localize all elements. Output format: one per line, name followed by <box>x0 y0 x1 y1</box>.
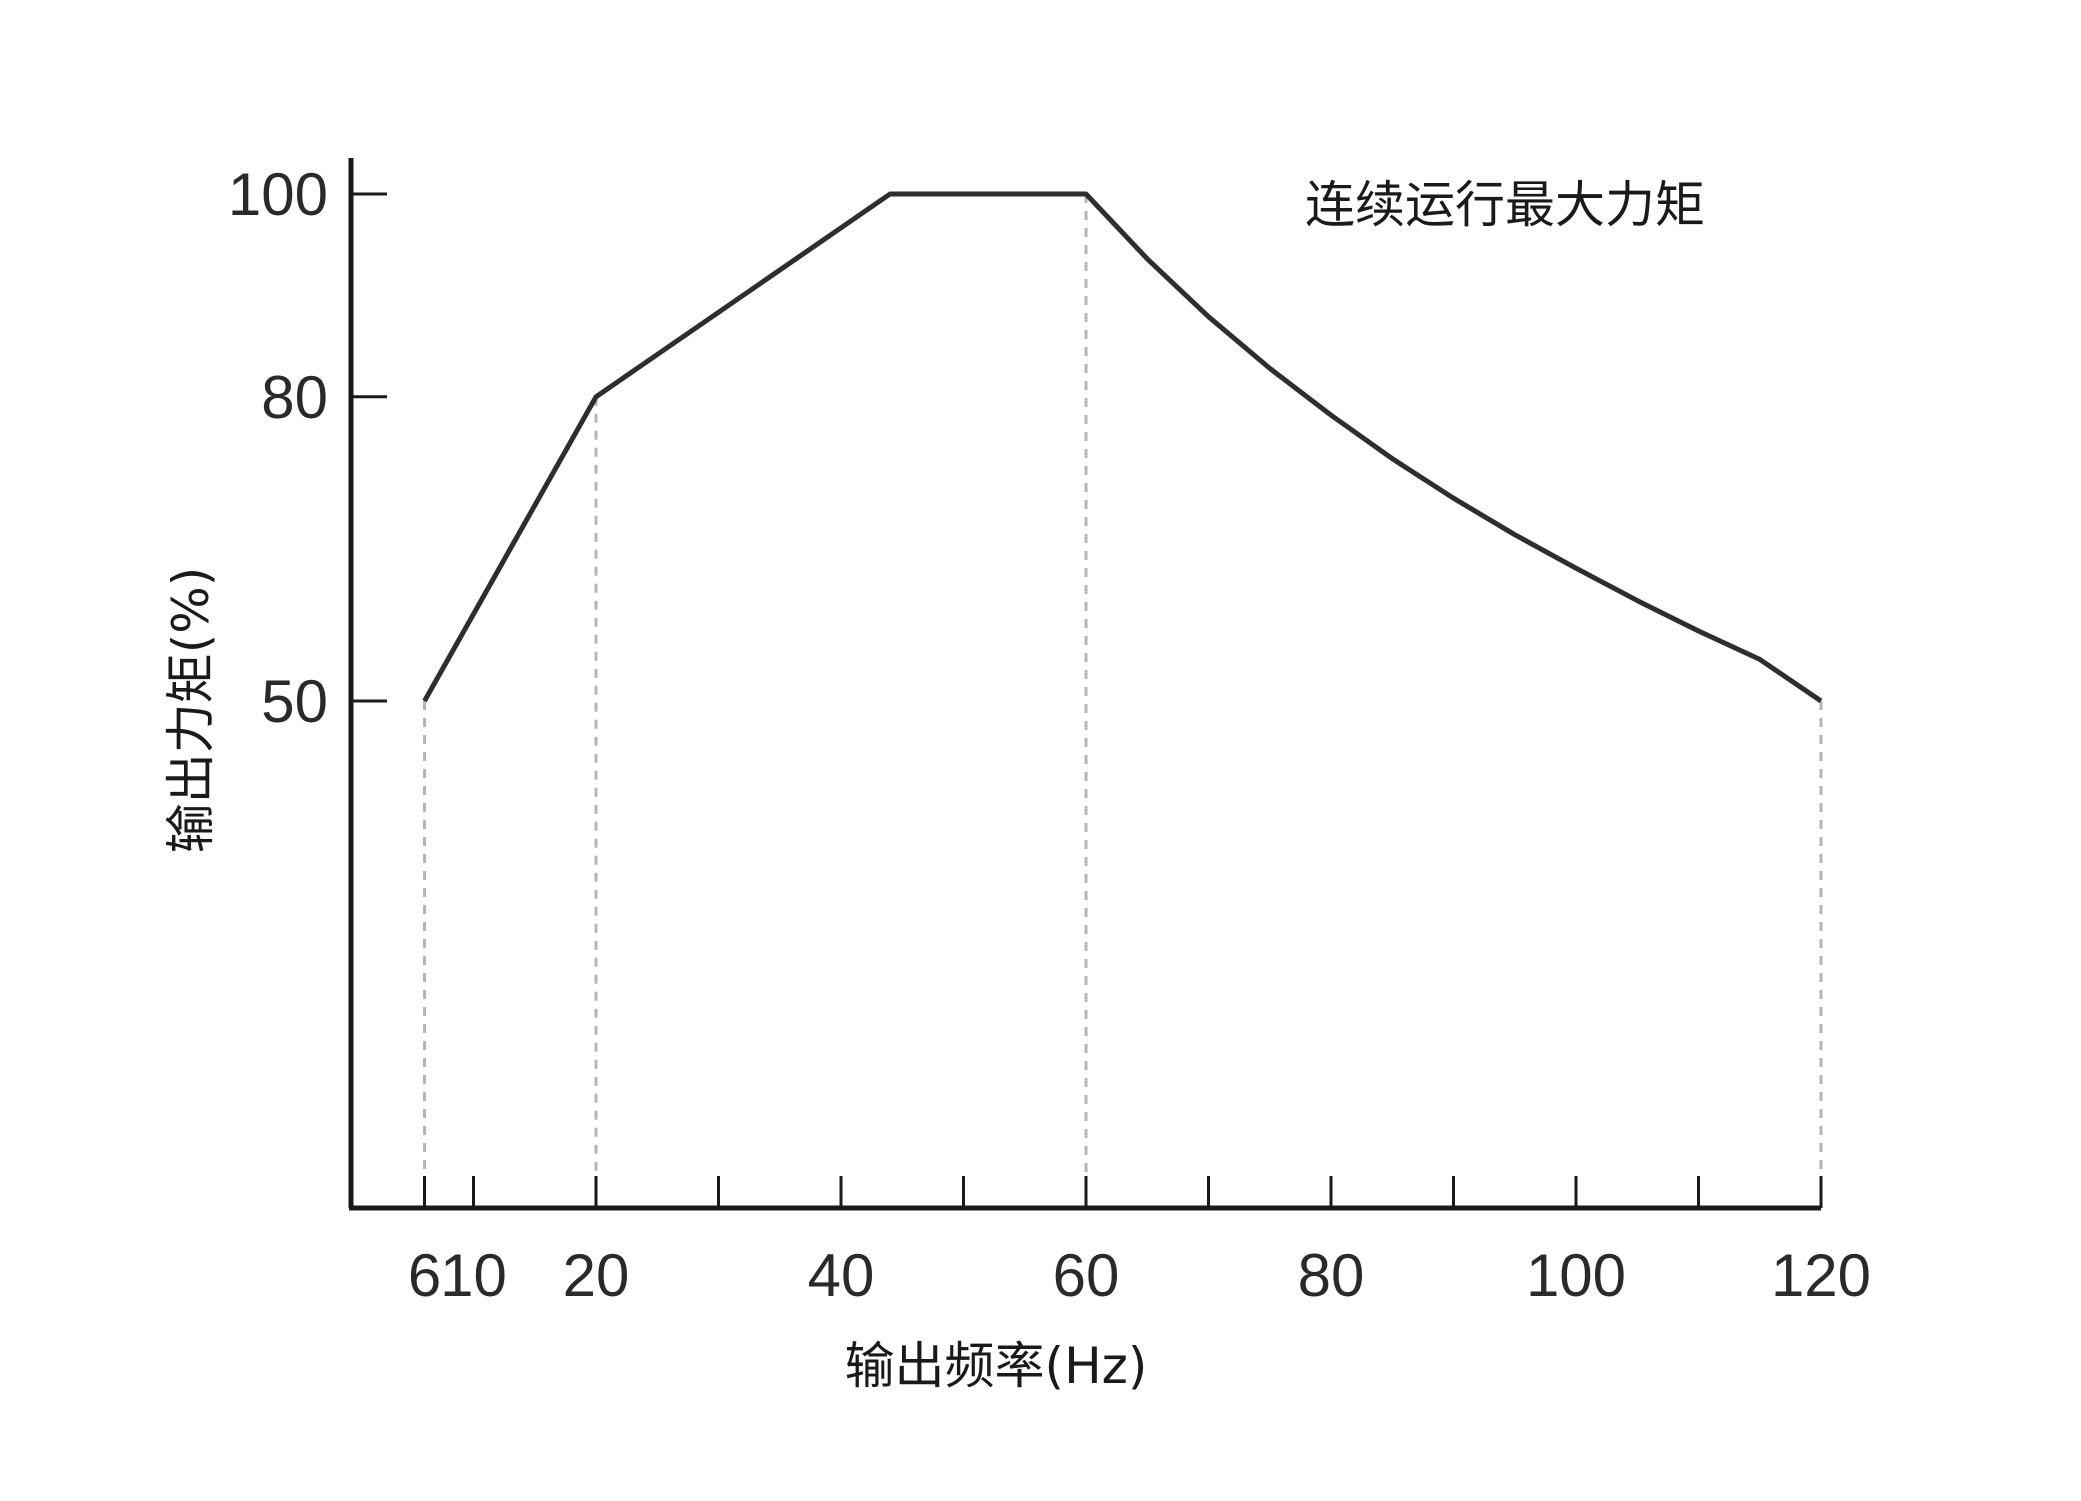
x-tick-label: 60 <box>1053 1242 1120 1309</box>
y-tick-label: 80 <box>261 364 328 431</box>
x-tick-label: 100 <box>1526 1242 1626 1309</box>
x-tick-label: 6 <box>408 1242 441 1309</box>
series-label: 连续运行最大力矩 <box>1305 176 1705 234</box>
torque-curve <box>422 191 1823 704</box>
y-ticks: 50 80 100 <box>228 161 387 735</box>
x-tick-label: 10 <box>440 1242 507 1309</box>
y-tick-label: 100 <box>228 161 328 228</box>
x-axis-title: 输出频率(Hz) <box>845 1337 1148 1395</box>
x-tick-label: 120 <box>1771 1242 1871 1309</box>
x-tick-label: 40 <box>808 1242 875 1309</box>
x-tick-label: 20 <box>563 1242 630 1309</box>
y-axis-title: 输出力矩(%) <box>162 567 220 854</box>
y-tick-label: 50 <box>261 668 328 735</box>
x-tick-label: 80 <box>1298 1242 1365 1309</box>
guide-lines <box>423 194 1823 1208</box>
x-ticks: 610 20 40 60 80 100 120 <box>408 1176 1871 1309</box>
